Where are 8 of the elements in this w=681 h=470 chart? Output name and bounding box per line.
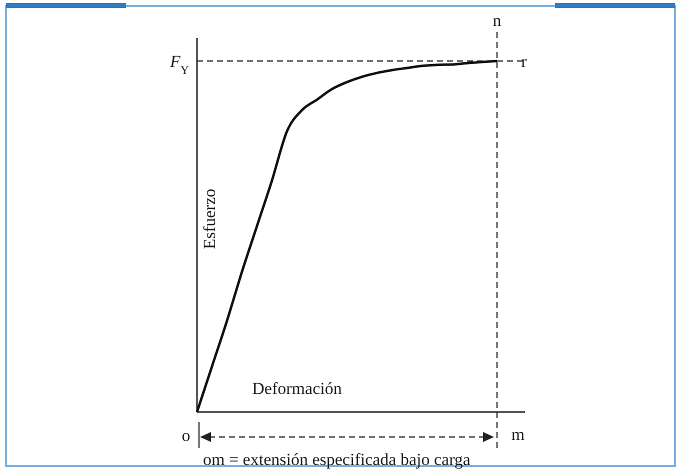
text: o bbox=[182, 426, 190, 445]
ref-line-label: F$_{Y}$ bbox=[169, 52, 190, 77]
text: r bbox=[521, 52, 528, 71]
text: n bbox=[492, 11, 502, 30]
x-axis-title: Deformación bbox=[252, 379, 342, 398]
y-axis-title: Esfuerzo bbox=[200, 188, 219, 250]
text: om = extensión especificada bajo carga bbox=[203, 450, 471, 469]
text: m bbox=[511, 425, 525, 444]
